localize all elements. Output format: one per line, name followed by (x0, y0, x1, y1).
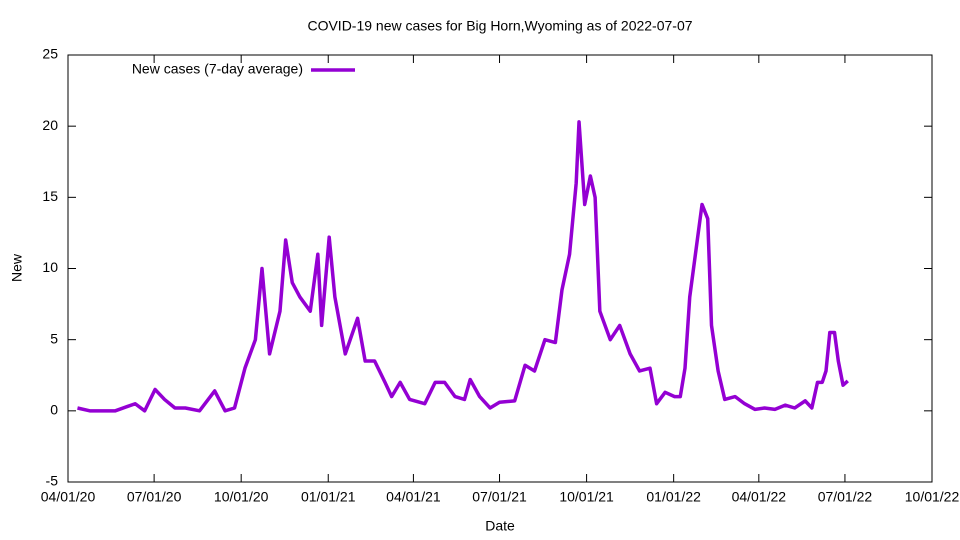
y-tick-label: 5 (50, 330, 58, 346)
y-tick-label: 20 (42, 117, 58, 133)
x-tick-label: 01/01/21 (301, 489, 356, 505)
y-tick-label: 10 (42, 259, 58, 275)
chart-title: COVID-19 new cases for Big Horn,Wyoming … (307, 18, 692, 34)
plot-frame (67, 54, 933, 483)
x-tick-label: 04/01/22 (732, 489, 787, 505)
x-tick-label: 04/01/21 (386, 489, 441, 505)
y-tick-label: 25 (42, 46, 58, 62)
data-line (77, 120, 849, 413)
x-tick-label: 01/01/22 (646, 489, 701, 505)
x-tick-label: 04/01/20 (41, 489, 96, 505)
y-tick-label: -5 (46, 473, 59, 489)
x-tick-label: 10/01/21 (559, 489, 614, 505)
x-tick-label: 10/01/22 (905, 489, 960, 505)
legend-label: New cases (7-day average) (132, 61, 303, 77)
x-tick-label: 10/01/20 (214, 489, 269, 505)
x-axis-label: Date (485, 518, 515, 534)
y-tick-label: 0 (50, 402, 58, 418)
x-tick-label: 07/01/20 (127, 489, 182, 505)
y-tick-label: 15 (42, 188, 58, 204)
x-tick-label: 07/01/22 (818, 489, 873, 505)
x-tick-label: 07/01/21 (472, 489, 527, 505)
y-axis-label: New (9, 253, 25, 282)
